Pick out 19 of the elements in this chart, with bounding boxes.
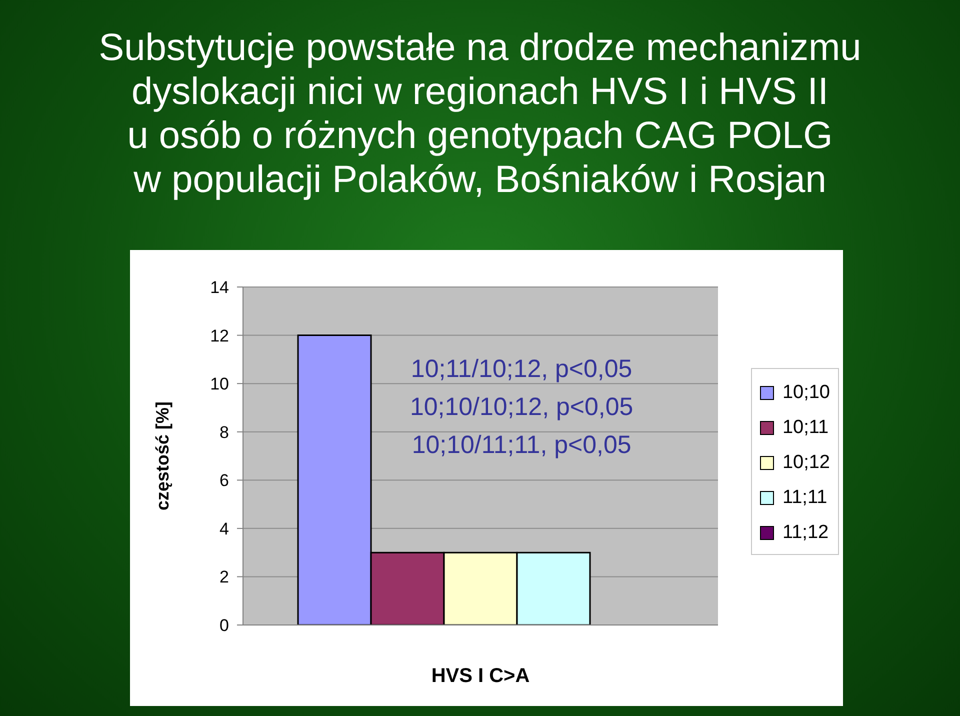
- y-tick-label: 12: [210, 326, 229, 346]
- legend-label: 11;11: [781, 486, 828, 510]
- y-tick-label: 6: [220, 471, 229, 490]
- y-tick-label: 2: [220, 568, 229, 587]
- annotation: 10;11/10;12, p<0,05: [410, 354, 634, 385]
- x-axis-title: HVS I C>A: [431, 665, 530, 687]
- y-tick-label: 14: [210, 278, 229, 298]
- annotation: 10;10/11;11, p<0,05: [410, 430, 632, 461]
- legend-label: 10;10: [781, 380, 830, 404]
- legend-label: 11;12: [781, 520, 830, 544]
- y-tick-label: 0: [220, 616, 229, 636]
- chart-title: Substytucje powstałe na drodze mechanizmu dyslokacji nici w regionach HVS I i HVS II u osób o różnych genotypach CAG POLG w populacji Polaków, Bośniaków i Rosjan: [98, 26, 862, 202]
- y-tick-label: 10: [210, 374, 229, 394]
- legend-label: 10;12: [781, 450, 830, 474]
- y-tick-label: 8: [220, 422, 229, 442]
- y-tick-label: 4: [220, 519, 229, 538]
- legend-label: 10;11: [781, 416, 830, 440]
- y-axis-title: częstość [%]: [152, 401, 172, 511]
- annotation: 10;10/10;12, p<0,05: [410, 392, 634, 423]
